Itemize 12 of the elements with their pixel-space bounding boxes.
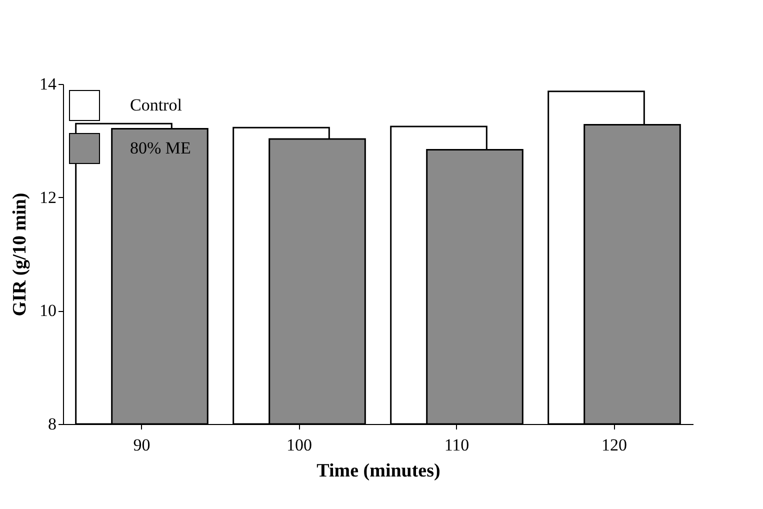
y-tick-label: 8 — [48, 414, 56, 434]
y-tick-label: 10 — [40, 301, 56, 320]
x-axis-title: Time (minutes) — [316, 460, 440, 482]
x-tick-label: 110 — [444, 436, 470, 454]
legend-label: Control — [130, 96, 182, 114]
legend-label: 80% ME — [130, 138, 191, 158]
y-tick-label: 12 — [40, 188, 56, 207]
x-tick-label: 90 — [133, 436, 150, 454]
x-tick-label: 120 — [602, 436, 627, 454]
x-tick-label: 100 — [286, 436, 312, 454]
y-axis-title: GIR (g/10 min) — [10, 192, 30, 316]
y-tick-label: 14 — [40, 74, 57, 94]
